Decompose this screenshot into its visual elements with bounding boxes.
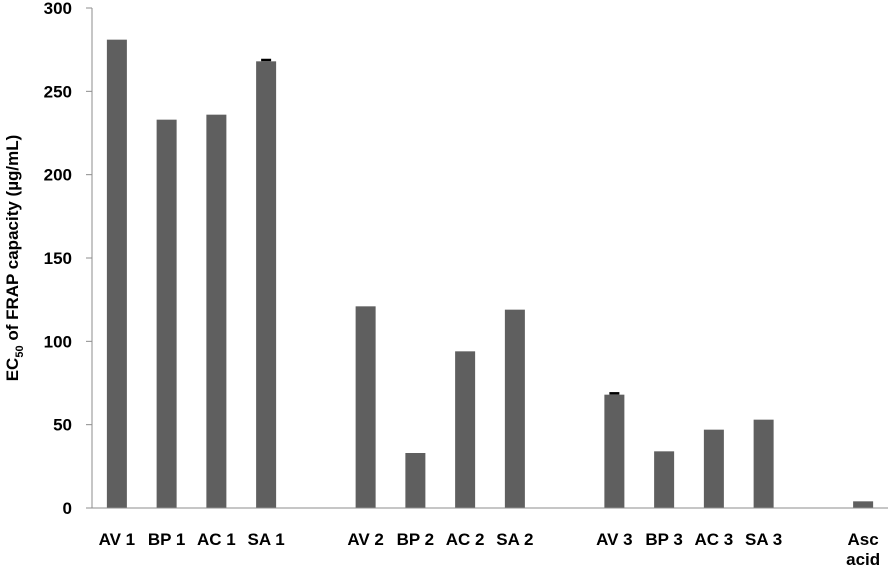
y-tick-label: 100	[44, 332, 72, 351]
category-label: AC 3	[695, 530, 734, 549]
bar	[206, 114, 227, 509]
bar	[156, 119, 177, 509]
y-axis-title-main: EC	[3, 358, 22, 382]
category-label: BP 2	[397, 530, 435, 549]
category-label: Asc	[848, 530, 879, 549]
category-label: SA 3	[745, 530, 782, 549]
bar	[654, 451, 675, 508]
category-label: AV 1	[99, 530, 136, 549]
bar	[256, 61, 277, 508]
y-tick-label: 150	[44, 249, 72, 268]
category-label: acid	[846, 550, 880, 569]
bar	[703, 429, 724, 508]
y-tick-label: 250	[44, 82, 72, 101]
bar	[753, 419, 774, 508]
category-label: AC 2	[446, 530, 485, 549]
bar	[455, 351, 476, 508]
category-label: AV 2	[347, 530, 384, 549]
bar	[106, 39, 127, 509]
y-tick-label: 0	[63, 499, 72, 518]
bar	[604, 394, 625, 508]
category-label: SA 2	[496, 530, 533, 549]
y-tick-label: 300	[44, 0, 72, 18]
category-label: SA 1	[248, 530, 285, 549]
category-labels: AV 1 BP 1 AC 1 SA 1 AV 2 BP 2 AC 2 SA 2 AV 3 BP 3…	[99, 530, 881, 569]
category-label: BP 3	[645, 530, 683, 549]
bar	[853, 501, 874, 508]
category-label: AC 1	[197, 530, 236, 549]
y-axis-ticks: 0 50 100 150 200 250 300	[44, 0, 92, 518]
y-axis-title-subscript: 50	[14, 345, 26, 357]
y-axis-title: EC50 of FRAP capacity (µg/mL)	[3, 135, 26, 382]
category-label: AV 3	[596, 530, 633, 549]
y-axis-title-rest: of FRAP capacity (µg/mL)	[3, 135, 22, 346]
axes	[91, 8, 888, 509]
y-tick-label: 200	[44, 166, 72, 185]
bar	[355, 306, 376, 508]
bar	[504, 309, 525, 508]
bar	[405, 453, 426, 508]
y-tick-label: 50	[53, 416, 72, 435]
category-label: BP 1	[148, 530, 186, 549]
bars	[106, 39, 874, 509]
